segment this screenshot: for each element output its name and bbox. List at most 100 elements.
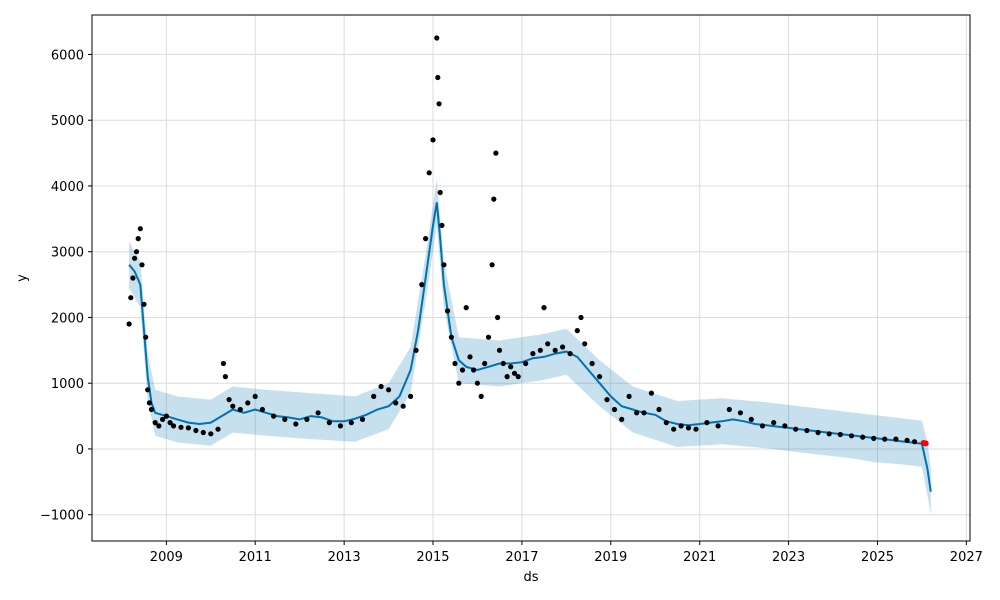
observed-point (560, 344, 566, 350)
observed-point (504, 374, 510, 380)
observed-point (552, 347, 558, 353)
observed-point (293, 421, 299, 427)
observed-point (215, 426, 221, 432)
x-tick-label: 2015 (416, 550, 449, 565)
observed-point (435, 74, 441, 81)
observed-point (541, 305, 547, 311)
observed-point (143, 334, 149, 340)
observed-point (782, 423, 788, 429)
observed-point (459, 367, 466, 373)
observed-point (348, 420, 354, 426)
observed-point (160, 416, 166, 422)
observed-point (222, 374, 228, 380)
y-tick-label: −1000 (40, 509, 84, 524)
observed-point (482, 360, 488, 367)
observed-point (463, 305, 469, 311)
observed-point (200, 429, 206, 436)
observed-point (904, 437, 910, 443)
observed-point (759, 423, 766, 429)
observed-point (441, 262, 447, 268)
observed-point (434, 35, 440, 41)
observed-point (163, 413, 169, 419)
uncertainty-band (129, 179, 931, 515)
observed-point (237, 406, 243, 413)
observed-point (626, 393, 632, 399)
observed-point (634, 410, 640, 416)
observed-point (545, 341, 551, 347)
observed-point (156, 423, 162, 429)
observed-point (141, 301, 147, 307)
observed-point (589, 360, 595, 367)
x-tick-label: 2025 (861, 550, 894, 565)
y-tick-label: 2000 (51, 311, 84, 326)
observed-point (252, 393, 258, 399)
observed-point (139, 262, 145, 268)
observed-point (436, 101, 442, 107)
observed-point (456, 380, 462, 386)
observed-point (641, 410, 647, 416)
observed-point (693, 426, 699, 432)
observed-point (245, 400, 251, 406)
observed-point (619, 416, 625, 422)
observed-point (148, 406, 155, 413)
y-tick-label: 0 (76, 443, 84, 458)
observed-point (737, 410, 744, 416)
observed-point (715, 423, 721, 429)
observed-point (146, 400, 152, 406)
observed-point (911, 439, 918, 445)
highlight-point (922, 440, 929, 447)
observed-point (137, 226, 143, 232)
observed-point (685, 425, 692, 431)
observed-point (848, 433, 855, 439)
y-tick-label: 6000 (51, 48, 84, 63)
observed-point (511, 370, 518, 376)
y-axis-ticks: −1000 0 1000 2000 3000 4000 5000 6000 (40, 48, 92, 524)
observed-point (467, 354, 473, 360)
observed-point (582, 341, 588, 347)
y-tick-label: 4000 (51, 180, 84, 195)
observed-point (304, 416, 310, 422)
observed-point (230, 403, 236, 409)
observed-point (500, 360, 506, 367)
observed-point (448, 334, 454, 340)
observed-point (393, 400, 399, 406)
observed-point (663, 420, 669, 426)
observed-point (495, 314, 501, 321)
observed-point (793, 426, 799, 432)
x-tick-label: 2013 (328, 550, 361, 565)
observed-point (170, 423, 177, 429)
observed-point (471, 367, 477, 373)
observed-point (178, 424, 184, 430)
x-axis-label: ds (523, 570, 538, 585)
observed-point (604, 397, 610, 403)
observed-point (574, 328, 580, 334)
observed-point (871, 435, 877, 441)
observed-point (837, 431, 843, 438)
observed-point (371, 393, 377, 399)
observed-point (359, 416, 366, 422)
observed-point (748, 416, 754, 422)
observed-point (489, 262, 495, 268)
y-tick-label: 5000 (51, 114, 84, 129)
observed-point (445, 308, 451, 314)
observed-point (282, 416, 288, 422)
observed-point (493, 150, 499, 156)
observed-point (893, 436, 899, 442)
observed-point (128, 295, 134, 301)
observed-point (439, 222, 445, 228)
observed-point (133, 249, 140, 255)
observed-point (126, 321, 132, 327)
x-tick-label: 2021 (683, 550, 716, 565)
observed-point (426, 170, 432, 176)
observed-point (726, 406, 732, 413)
observed-point (185, 425, 191, 431)
observed-point (193, 427, 199, 434)
observed-point (226, 397, 232, 403)
observed-point (678, 423, 684, 429)
observed-point (578, 314, 584, 321)
x-tick-label: 2009 (150, 550, 183, 565)
observed-point (485, 334, 492, 340)
observed-point (271, 413, 277, 419)
observed-point (815, 429, 821, 436)
y-axis-label: y (15, 274, 30, 282)
